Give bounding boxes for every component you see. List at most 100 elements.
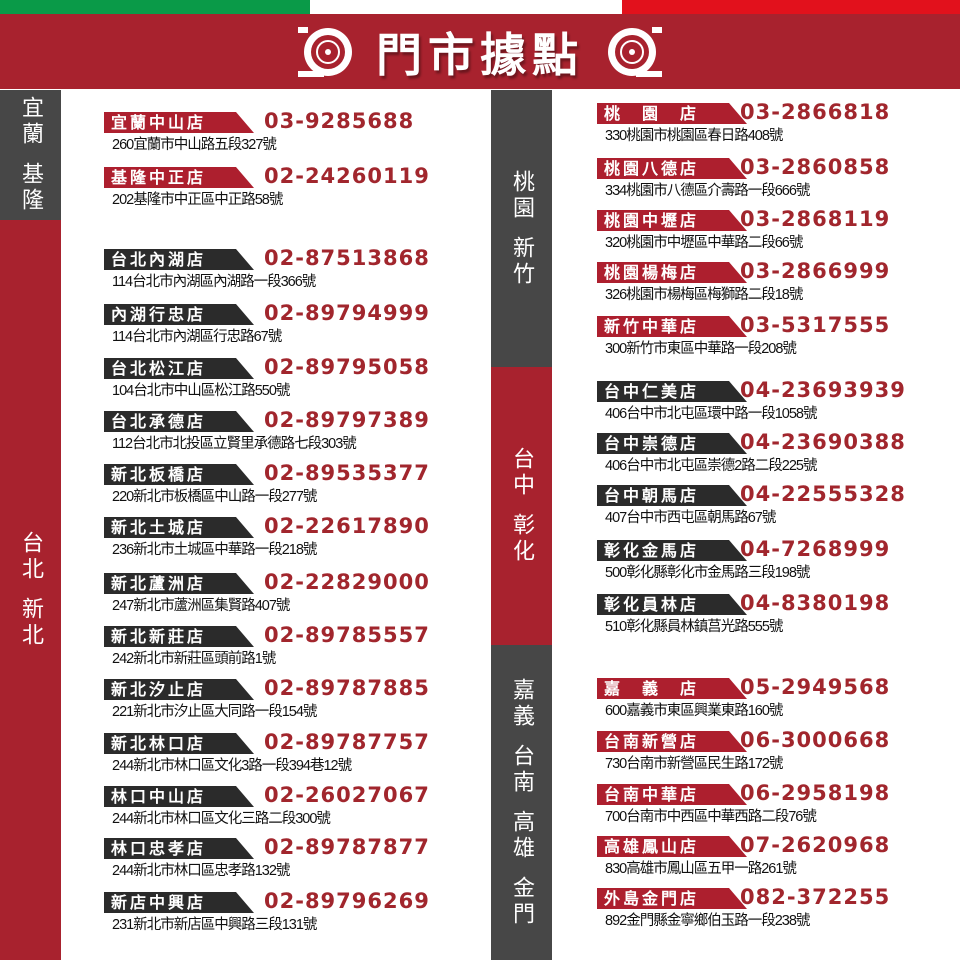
store-address: 830高雄市鳳山區五甲一路261號	[605, 861, 797, 877]
store-phone: 02-89796269	[264, 889, 430, 913]
store-phone: 02-89787757	[264, 730, 430, 754]
store-name: 新北汐止店	[104, 679, 254, 700]
store-entry: 基隆中正店 02-24260119 202基隆市中正區中正路58號	[104, 164, 464, 211]
store-name: 新北土城店	[104, 517, 254, 538]
store-phone: 03-2866818	[740, 100, 891, 124]
store-address: 500彰化縣彰化市金馬路三段198號	[605, 565, 810, 581]
store-entry: 新北林口店 02-89787757 244新北市林口區文化3路一段394巷12號	[104, 730, 464, 777]
store-entry: 台南中華店 06-2958198 700台南市中西區中華西路二段76號	[597, 781, 957, 828]
store-address: 320桃園市中壢區中華路二段66號	[605, 235, 803, 251]
region-name: 桃園	[509, 169, 534, 222]
store-phone: 06-3000668	[740, 728, 891, 752]
store-phone: 05-2949568	[740, 675, 891, 699]
store-entry: 新北蘆洲店 02-22829000 247新北市蘆洲區集賢路407號	[104, 570, 464, 617]
store-phone: 03-2860858	[740, 155, 891, 179]
store-name: 台南中華店	[597, 784, 747, 805]
store-name: 新北板橋店	[104, 464, 254, 485]
store-name: 新北蘆洲店	[104, 573, 254, 594]
region-sidebar: 嘉義 台南 高雄 金門	[491, 645, 552, 960]
store-entry: 宜蘭中山店 03-9285688 260宜蘭市中山路五段327號	[104, 109, 464, 156]
store-name: 新北林口店	[104, 733, 254, 754]
store-name: 基隆中正店	[104, 167, 254, 188]
store-phone: 02-89787885	[264, 676, 430, 700]
store-entry: 台中仁美店 04-23693939 406台中市北屯區環中路一段1058號	[597, 378, 957, 425]
region-sidebar: 台中 彰化	[491, 367, 552, 645]
store-name: 林口忠孝店	[104, 838, 254, 859]
store-entry: 新店中興店 02-89796269 231新北市新店區中興路三段131號	[104, 889, 464, 936]
store-phone: 03-5317555	[740, 313, 891, 337]
store-entry: 林口忠孝店 02-89787877 244新北市林口區忠孝路132號	[104, 835, 464, 882]
store-entry: 桃 園 店 03-2866818 330桃園市桃園區春日路408號	[597, 100, 957, 147]
store-entry: 桃園八德店 03-2860858 334桃園市八德區介壽路一段666號	[597, 155, 957, 202]
store-entry: 台北松江店 02-89795058 104台北市中山區松江路550號	[104, 355, 464, 402]
store-entry: 台北內湖店 02-87513868 114台北市內湖區內湖路一段366號	[104, 246, 464, 293]
store-address: 407台中市西屯區朝馬路67號	[605, 510, 776, 526]
store-phone: 04-7268999	[740, 537, 891, 561]
store-phone: 02-89794999	[264, 301, 430, 325]
store-entry: 台北承德店 02-89797389 112台北市北投區立賢里承德路七段303號	[104, 408, 464, 455]
store-entry: 桃園楊梅店 03-2866999 326桃園市楊梅區梅獅路二段18號	[597, 259, 957, 306]
store-entry: 新北板橋店 02-89535377 220新北市板橋區中山路一段277號	[104, 461, 464, 508]
store-name: 台中朝馬店	[597, 485, 747, 506]
store-name: 新店中興店	[104, 892, 254, 913]
store-name: 彰化員林店	[597, 594, 747, 615]
store-phone: 03-2868119	[740, 207, 891, 231]
store-phone: 02-89787877	[264, 835, 430, 859]
store-name: 嘉 義 店	[597, 678, 747, 699]
store-address: 114台北市內湖區行忠路67號	[112, 329, 282, 345]
region-name: 金門	[509, 875, 534, 928]
region-name: 彰化	[509, 513, 534, 565]
store-name: 新北新莊店	[104, 626, 254, 647]
store-address: 244新北市林口區忠孝路132號	[112, 863, 290, 879]
store-entry: 台中崇德店 04-23690388 406台中市北屯區崇德2路二段225號	[597, 430, 957, 477]
store-phone: 02-26027067	[264, 783, 430, 807]
store-phone: 04-23693939	[740, 378, 906, 402]
store-phone: 02-24260119	[264, 164, 430, 188]
region-name: 宜蘭	[18, 96, 43, 148]
store-name: 宜蘭中山店	[104, 112, 254, 133]
store-phone: 082-372255	[740, 885, 891, 909]
store-name: 桃園八德店	[597, 158, 747, 179]
store-entry: 桃園中壢店 03-2868119 320桃園市中壢區中華路二段66號	[597, 207, 957, 254]
store-phone: 03-2866999	[740, 259, 891, 283]
store-address: 600嘉義市東區興業東路160號	[605, 703, 783, 719]
region-name: 台北	[18, 531, 43, 583]
store-address: 510彰化縣員林鎮莒光路555號	[605, 619, 783, 635]
store-name: 台北松江店	[104, 358, 254, 379]
wheel-icon	[608, 26, 662, 77]
store-entry: 新北新莊店 02-89785557 242新北市新莊區頭前路1號	[104, 623, 464, 670]
store-phone: 02-89797389	[264, 408, 430, 432]
region-name: 新北	[18, 597, 43, 649]
store-name: 桃園中壢店	[597, 210, 747, 231]
store-address: 406台中市北屯區崇德2路二段225號	[605, 458, 817, 474]
store-entry: 台中朝馬店 04-22555328 407台中市西屯區朝馬路67號	[597, 482, 957, 529]
region-sidebar: 台北 新北	[0, 220, 61, 960]
store-entry: 嘉 義 店 05-2949568 600嘉義市東區興業東路160號	[597, 675, 957, 722]
store-name: 台北內湖店	[104, 249, 254, 270]
region-name: 新竹	[509, 235, 534, 288]
store-name: 桃 園 店	[597, 103, 747, 124]
region-name: 台南	[509, 743, 534, 796]
store-address: 244新北市林口區文化三路二段300號	[112, 811, 331, 827]
store-address: 330桃園市桃園區春日路408號	[605, 128, 783, 144]
store-phone: 02-89535377	[264, 461, 430, 485]
store-name: 內湖行忠店	[104, 304, 254, 325]
store-name: 台中崇德店	[597, 433, 747, 454]
store-name: 高雄鳳山店	[597, 836, 747, 857]
store-name: 彰化金馬店	[597, 540, 747, 561]
store-name: 台南新營店	[597, 731, 747, 752]
store-phone: 02-22617890	[264, 514, 430, 538]
store-address: 730台南市新營區民生路172號	[605, 756, 783, 772]
flag-stripe-red	[622, 0, 960, 14]
store-phone: 02-87513868	[264, 246, 430, 270]
store-address: 104台北市中山區松江路550號	[112, 383, 290, 399]
store-name: 林口中山店	[104, 786, 254, 807]
region-name: 高雄	[509, 809, 534, 862]
store-entry: 內湖行忠店 02-89794999 114台北市內湖區行忠路67號	[104, 301, 464, 348]
store-entry: 林口中山店 02-26027067 244新北市林口區文化三路二段300號	[104, 783, 464, 830]
store-name: 新竹中華店	[597, 316, 747, 337]
region-name: 嘉義	[509, 677, 534, 730]
store-address: 334桃園市八德區介壽路一段666號	[605, 183, 810, 199]
page-title: 門市據點	[376, 27, 584, 82]
store-entry: 台南新營店 06-3000668 730台南市新營區民生路172號	[597, 728, 957, 775]
